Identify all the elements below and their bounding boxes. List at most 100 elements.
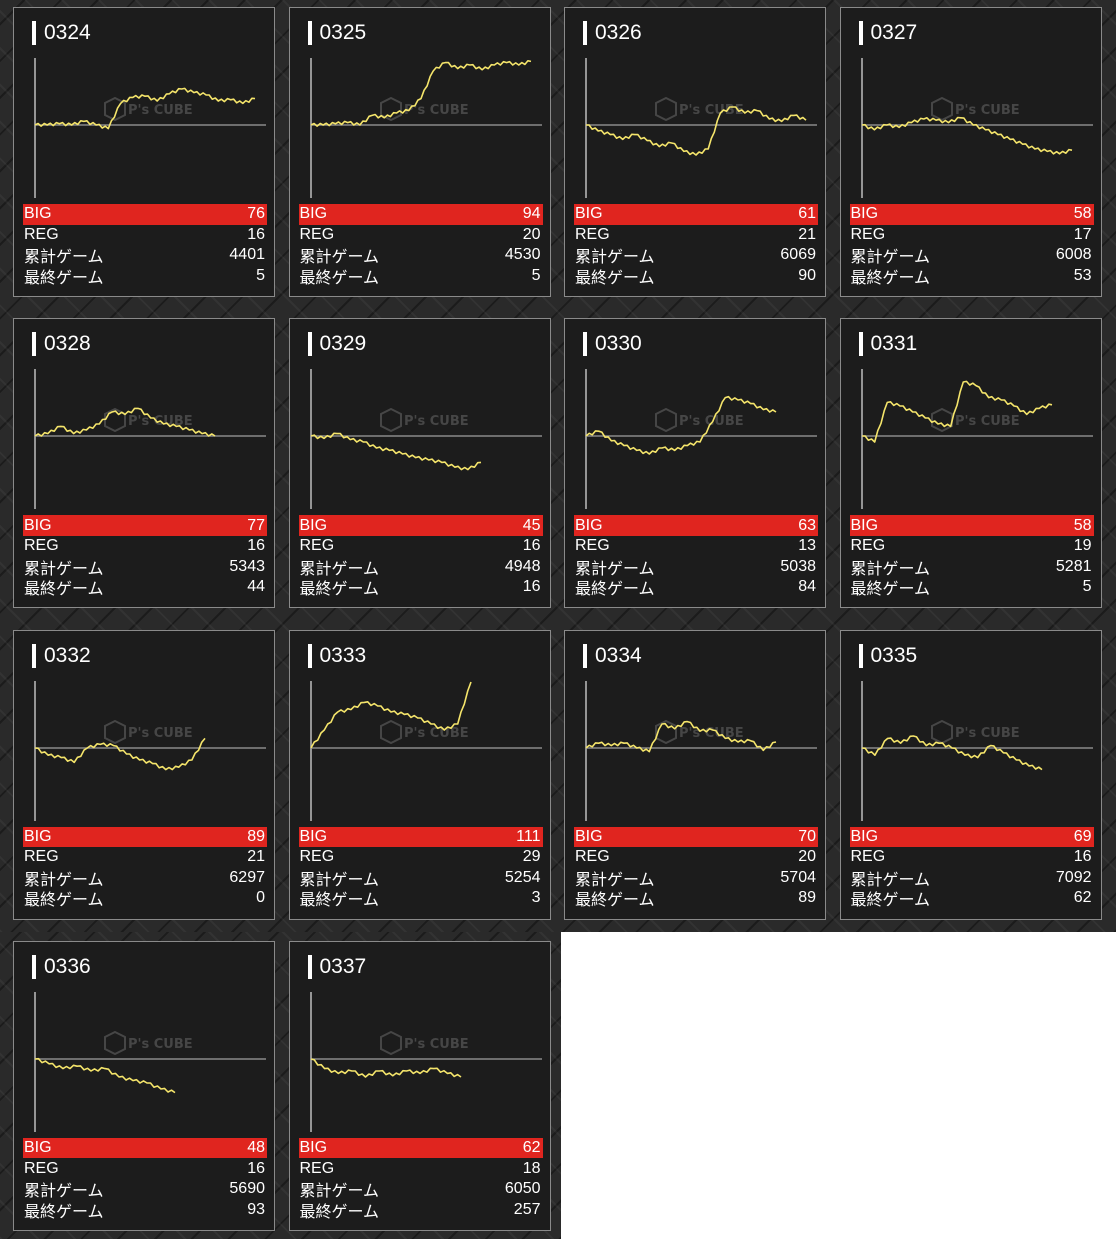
last-games-value: 44 <box>247 578 265 596</box>
total-games-value: 7092 <box>1055 868 1092 886</box>
machine-card-0329[interactable]: 0329 P's CUBE BIG 45 REG 16 累計ゲーム 4948 最… <box>288 318 551 609</box>
title-marker <box>858 21 863 45</box>
reg-row: REG 16 <box>299 536 543 557</box>
card-title: 0334 <box>583 643 642 668</box>
stats-table: BIG 58 REG 17 累計ゲーム 6008 最終ゲーム 53 <box>849 204 1094 287</box>
reg-row: REG 18 <box>299 1158 543 1179</box>
total-games-label: 累計ゲーム <box>24 1183 104 1201</box>
reg-label: REG <box>575 848 610 866</box>
machine-number: 0334 <box>595 643 642 667</box>
last-games-value: 5 <box>531 266 541 284</box>
reg-value: 20 <box>798 848 816 866</box>
total-games-value: 4401 <box>229 246 265 264</box>
big-value: 58 <box>1073 205 1092 223</box>
slump-graph: P's CUBE <box>857 675 1097 827</box>
reg-row: REG 20 <box>299 225 543 246</box>
total-games-label: 累計ゲーム <box>850 871 931 889</box>
last-games-row: 最終ゲーム 84 <box>574 577 818 598</box>
last-games-row: 最終ゲーム 44 <box>23 577 267 598</box>
machine-card-0330[interactable]: 0330 P's CUBE BIG 63 REG 13 累計ゲーム 5038 最… <box>564 318 826 609</box>
big-value: 58 <box>1073 516 1092 534</box>
total-games-value: 4530 <box>504 246 541 264</box>
big-value: 48 <box>247 1139 265 1157</box>
big-row: BIG 69 <box>849 826 1094 848</box>
title-marker <box>32 21 36 45</box>
big-row: BIG 58 <box>849 204 1094 225</box>
last-games-row: 最終ゲーム 89 <box>574 888 818 909</box>
last-games-label: 最終ゲーム <box>24 269 104 287</box>
cube-icon <box>930 408 953 433</box>
reg-value: 29 <box>522 848 541 866</box>
machine-card-0328[interactable]: 0328 P's CUBE BIG 77 REG 16 累計ゲーム 5343 最… <box>13 318 275 609</box>
last-games-label: 最終ゲーム <box>299 892 380 910</box>
trend-line <box>585 720 777 752</box>
machine-card-0327[interactable]: 0327 P's CUBE BIG 58 REG 17 累計ゲーム 6008 最… <box>839 7 1102 297</box>
machine-card-0331[interactable]: 0331 P's CUBE BIG 58 REG 19 累計ゲーム 5281 最… <box>839 318 1102 609</box>
cube-icon <box>104 96 126 122</box>
watermark-text: P's CUBE <box>955 726 1020 741</box>
machine-card-0332[interactable]: 0332 P's CUBE BIG 89 REG 21 累計ゲーム 6297 最… <box>13 629 275 920</box>
big-value: 94 <box>522 205 541 223</box>
big-value: 77 <box>247 516 265 534</box>
trend-line <box>309 681 472 748</box>
watermark-logo: P's CUBE <box>930 96 1019 122</box>
reg-value: 17 <box>1073 225 1092 243</box>
watermark-text: P's CUBE <box>404 1037 469 1052</box>
total-games-row: 累計ゲーム 6008 <box>850 245 1094 266</box>
trend-line <box>585 396 777 456</box>
total-games-row: 累計ゲーム 6050 <box>299 1179 543 1200</box>
big-row: BIG 62 <box>298 1137 543 1159</box>
cube-icon <box>104 719 126 744</box>
total-games-value: 4948 <box>504 557 541 575</box>
graph-svg: P's CUBE <box>860 680 1093 821</box>
machine-card-0336[interactable]: 0336 P's CUBE BIG 48 REG 16 累計ゲーム 5690 最… <box>13 940 275 1231</box>
graph-svg: P's CUBE <box>34 58 266 198</box>
total-games-row: 累計ゲーム 5038 <box>574 556 818 578</box>
machine-card-0333[interactable]: 0333 P's CUBE BIG 111 REG 29 累計ゲーム 5254 … <box>288 629 551 920</box>
reg-row: REG 21 <box>23 847 267 868</box>
title-marker <box>307 954 312 979</box>
reg-label: REG <box>24 225 59 243</box>
trend-line <box>34 1057 176 1094</box>
machine-card-0334[interactable]: 0334 P's CUBE BIG 70 REG 20 累計ゲーム 5704 最… <box>564 629 826 920</box>
total-games-row: 累計ゲーム 7092 <box>850 868 1094 889</box>
card-title: 0335 <box>858 643 917 668</box>
big-label: BIG <box>24 1139 52 1157</box>
big-value: 69 <box>1073 827 1092 845</box>
reg-label: REG <box>299 848 335 866</box>
big-label: BIG <box>850 516 879 534</box>
machine-card-0335[interactable]: 0335 P's CUBE BIG 69 REG 16 累計ゲーム 7092 最… <box>839 629 1102 920</box>
big-row: BIG 76 <box>23 204 267 225</box>
big-label: BIG <box>575 516 603 534</box>
machine-card-0324[interactable]: 0324 P's CUBE BIG 76 REG 16 累計ゲーム 4401 最… <box>13 7 275 297</box>
graph-svg: P's CUBE <box>860 369 1093 510</box>
total-games-label: 累計ゲーム <box>24 249 104 267</box>
machine-card-0337[interactable]: 0337 P's CUBE BIG 62 REG 18 累計ゲーム 6050 最… <box>288 940 551 1231</box>
watermark-text: P's CUBE <box>679 414 744 429</box>
reg-label: REG <box>575 225 610 243</box>
reg-row: REG 17 <box>850 225 1094 246</box>
last-games-value: 5 <box>1082 578 1092 596</box>
stats-table: BIG 63 REG 13 累計ゲーム 5038 最終ゲーム 84 <box>574 515 818 598</box>
last-games-value: 0 <box>256 889 265 907</box>
card-title: 0325 <box>307 21 366 45</box>
watermark-text: P's CUBE <box>955 414 1020 429</box>
big-label: BIG <box>24 205 52 223</box>
stats-table: BIG 45 REG 16 累計ゲーム 4948 最終ゲーム 16 <box>298 515 543 598</box>
last-games-label: 最終ゲーム <box>24 1203 104 1221</box>
reg-label: REG <box>575 537 610 555</box>
machine-card-0325[interactable]: 0325 P's CUBE BIG 94 REG 20 累計ゲーム 4530 最… <box>288 7 551 297</box>
trend-line <box>861 380 1052 444</box>
cube-icon <box>655 96 677 122</box>
reg-row: REG 21 <box>574 225 818 246</box>
total-games-row: 累計ゲーム 5704 <box>574 868 818 889</box>
reg-row: REG 16 <box>850 847 1094 868</box>
reg-label: REG <box>299 537 335 555</box>
total-games-row: 累計ゲーム 6069 <box>574 245 818 266</box>
cube-icon <box>655 408 677 433</box>
slump-graph: P's CUBE <box>857 52 1097 204</box>
reg-row: REG 16 <box>23 536 267 557</box>
total-games-label: 累計ゲーム <box>299 1183 380 1201</box>
machine-card-0326[interactable]: 0326 P's CUBE BIG 61 REG 21 累計ゲーム 6069 最… <box>564 7 826 297</box>
slump-graph: P's CUBE <box>30 52 270 204</box>
